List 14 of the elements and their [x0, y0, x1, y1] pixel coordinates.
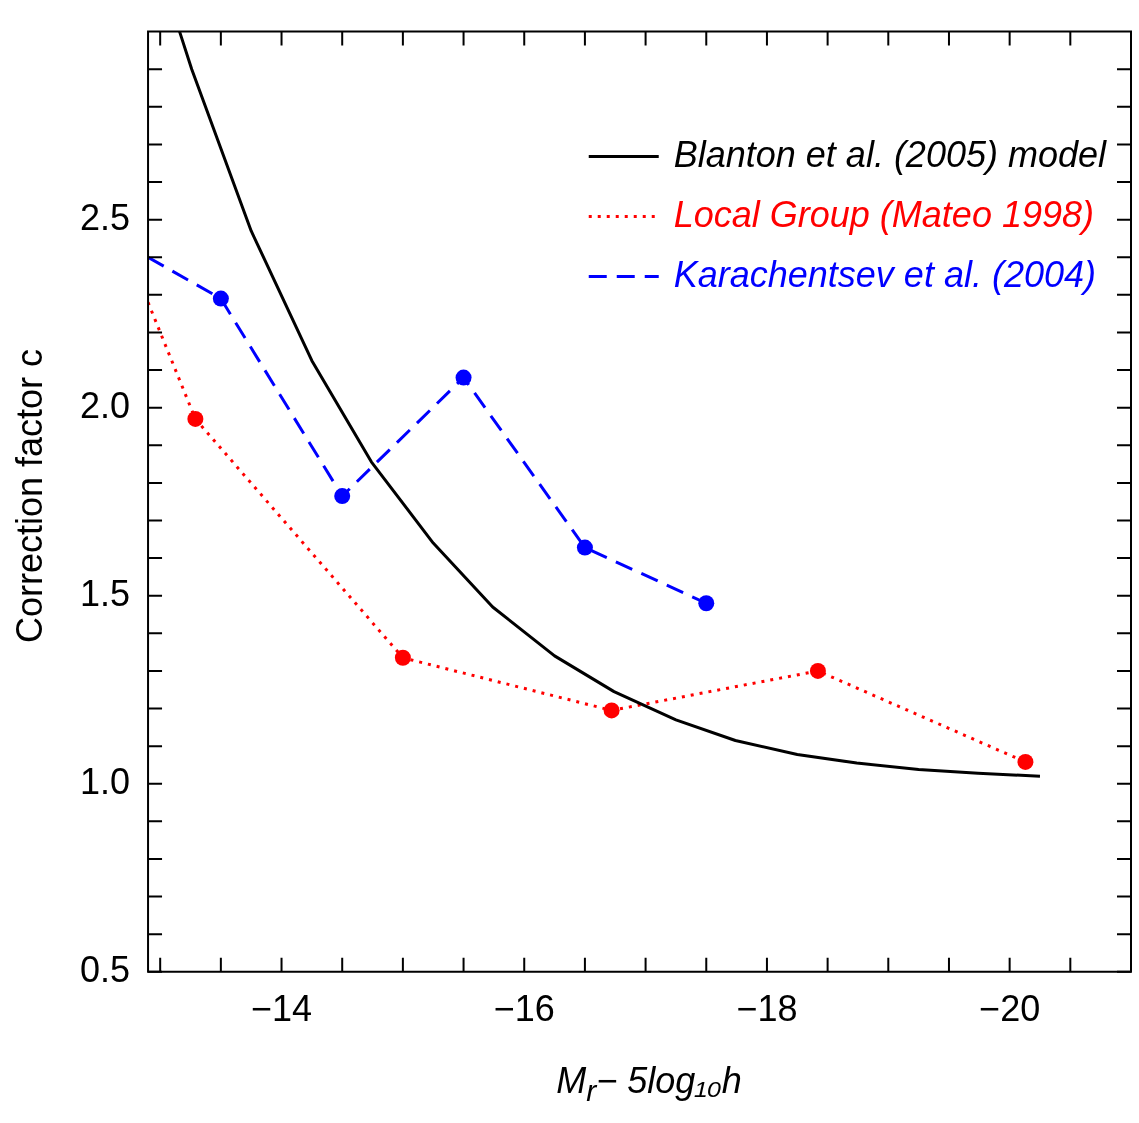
- legend-label: Local Group (Mateo 1998): [673, 193, 1094, 235]
- x-tick-label: −16: [493, 988, 555, 1030]
- legend-label: Karachentsev et al. (2004): [673, 253, 1096, 295]
- y-axis-title: Correction factor c: [9, 348, 51, 644]
- x-tick-label: −14: [250, 988, 313, 1030]
- x-tick-label: −18: [736, 988, 798, 1030]
- legend-label: Blanton et al. (2005) model: [673, 133, 1107, 175]
- y-tick-label: 2.0: [80, 384, 131, 426]
- y-tick-label: 1.5: [80, 572, 131, 614]
- x-tick-label: −20: [979, 988, 1041, 1030]
- x-axis-title: M$_{r}$− 5log₁₀h: [555, 1060, 743, 1109]
- y-tick-label: 2.5: [80, 196, 131, 238]
- y-tick-label: 1.0: [80, 760, 131, 802]
- y-tick-label: 0.5: [80, 948, 131, 990]
